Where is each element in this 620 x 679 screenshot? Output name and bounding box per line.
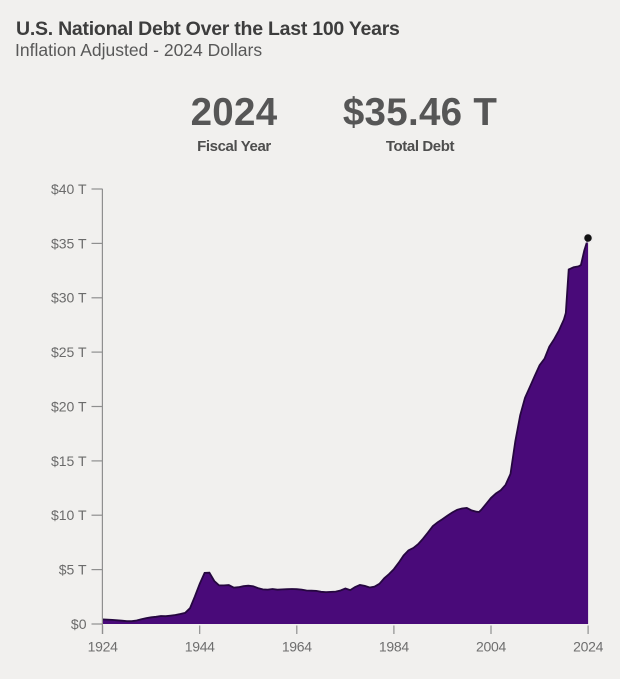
svg-text:2024: 2024 (573, 639, 603, 655)
svg-text:1944: 1944 (185, 639, 215, 655)
svg-text:1964: 1964 (282, 639, 312, 655)
svg-text:2004: 2004 (476, 639, 506, 655)
svg-text:$5 T: $5 T (59, 562, 87, 578)
svg-text:$0: $0 (71, 616, 87, 632)
svg-text:$30 T: $30 T (51, 290, 87, 306)
svg-text:$15 T: $15 T (51, 453, 87, 469)
svg-text:$10 T: $10 T (51, 507, 87, 523)
svg-text:$40 T: $40 T (51, 181, 87, 197)
svg-text:$25 T: $25 T (51, 344, 87, 360)
svg-text:1984: 1984 (379, 639, 409, 655)
svg-text:$35 T: $35 T (51, 235, 87, 251)
svg-text:1924: 1924 (88, 639, 118, 655)
svg-text:$20 T: $20 T (51, 398, 87, 414)
